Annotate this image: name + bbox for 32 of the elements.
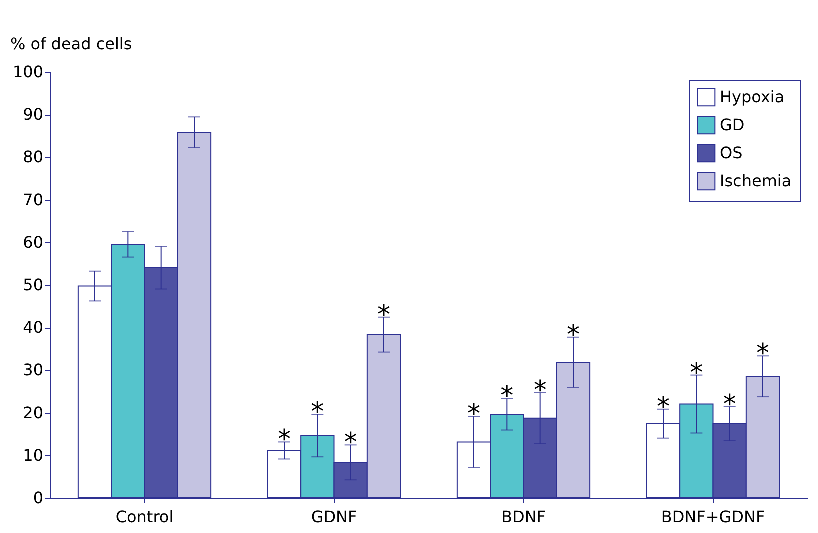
y-tick-label: 0 [33, 488, 44, 508]
y-tick-label: 40 [23, 318, 44, 338]
data-label: * [468, 400, 481, 430]
y-tick-label: 50 [23, 276, 44, 294]
data-label: * [344, 428, 358, 458]
y-tick-label: 70 [23, 190, 44, 210]
x-tick-label: BDNF [502, 508, 546, 526]
data-label: * [756, 339, 770, 370]
data-label: * [278, 425, 292, 456]
data-label: * [566, 320, 580, 350]
data-label: * [534, 376, 547, 406]
x-tick-label: Control [116, 508, 174, 526]
legend-label: Hypoxia [720, 88, 785, 106]
x-tick-label: GDNF [311, 508, 358, 526]
data-label: * [723, 390, 736, 420]
y-tick-label: 20 [23, 403, 44, 422]
legend-label: GD [720, 116, 745, 134]
legend-label: OS [720, 144, 743, 162]
y-axis-title: % of dead cells [10, 34, 132, 54]
y-tick-label: 10 [23, 446, 44, 465]
data-label: * [500, 382, 514, 412]
data-label: * [377, 300, 390, 330]
y-tick-label: 30 [23, 360, 44, 380]
data-label: * [690, 358, 704, 388]
y-tick-label: 80 [23, 148, 44, 167]
y-tick-label: 100 [12, 62, 44, 82]
y-tick-label: 90 [23, 105, 44, 124]
data-label: * [657, 392, 670, 422]
x-tick-label: BDNF+GDNF [661, 508, 766, 526]
legend-label: Ischemia [720, 172, 792, 190]
data-label: * [311, 398, 324, 428]
y-tick-label: 60 [23, 232, 44, 252]
